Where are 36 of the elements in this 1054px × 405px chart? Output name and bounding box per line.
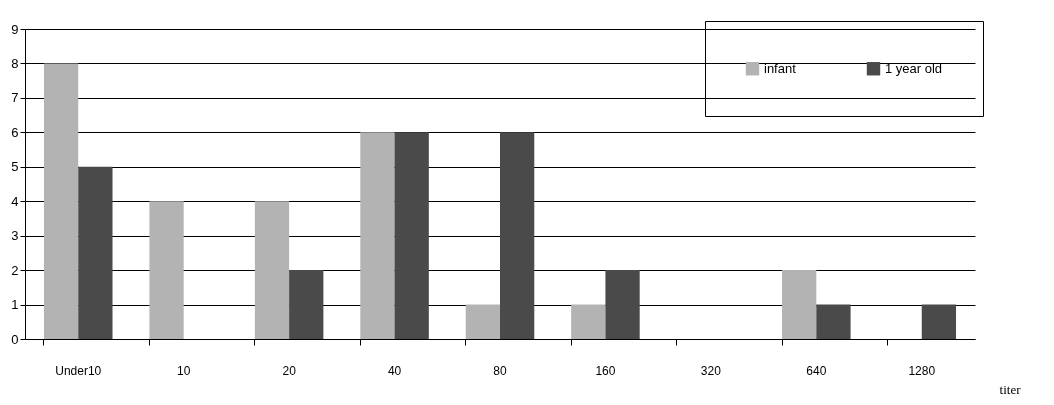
x-tick-label: 1280 <box>908 363 936 378</box>
x-tick-label: 40 <box>387 363 402 378</box>
y-tick-label: 6 <box>11 124 19 140</box>
y-tick-label: 8 <box>11 55 19 71</box>
x-tick-label: 80 <box>493 363 507 378</box>
bar <box>394 132 429 339</box>
y-tick-label: 9 <box>11 21 19 37</box>
bar <box>500 132 535 339</box>
x-tick-label: 20 <box>282 363 297 378</box>
y-tick-label: 1 <box>11 297 19 313</box>
legend-label: 1 year old <box>885 60 943 76</box>
y-tick-label: 3 <box>11 228 19 244</box>
bar <box>254 201 290 339</box>
y-tick-label: 4 <box>11 193 19 209</box>
x-tick-label: Under10 <box>55 363 102 378</box>
x-tick-label: 10 <box>177 363 191 378</box>
bar <box>360 132 395 339</box>
bar <box>43 63 79 339</box>
bar <box>465 304 500 339</box>
x-tick-label: 160 <box>595 363 616 378</box>
bar <box>289 270 324 339</box>
bar <box>78 166 113 339</box>
x-tick-label: 640 <box>806 363 827 378</box>
bar <box>921 304 957 339</box>
legend-label: infant <box>764 60 797 76</box>
bar <box>816 304 851 339</box>
x-tick-label: 320 <box>700 363 722 378</box>
y-tick-label: 7 <box>11 90 19 106</box>
x-axis-title: titer <box>999 381 1022 397</box>
y-tick-label: 2 <box>11 262 19 278</box>
y-tick-label: 0 <box>11 331 19 347</box>
y-tick-label: 5 <box>11 159 19 175</box>
bar <box>149 201 184 339</box>
bar <box>782 270 817 339</box>
bar <box>605 270 640 339</box>
bar <box>571 304 606 339</box>
